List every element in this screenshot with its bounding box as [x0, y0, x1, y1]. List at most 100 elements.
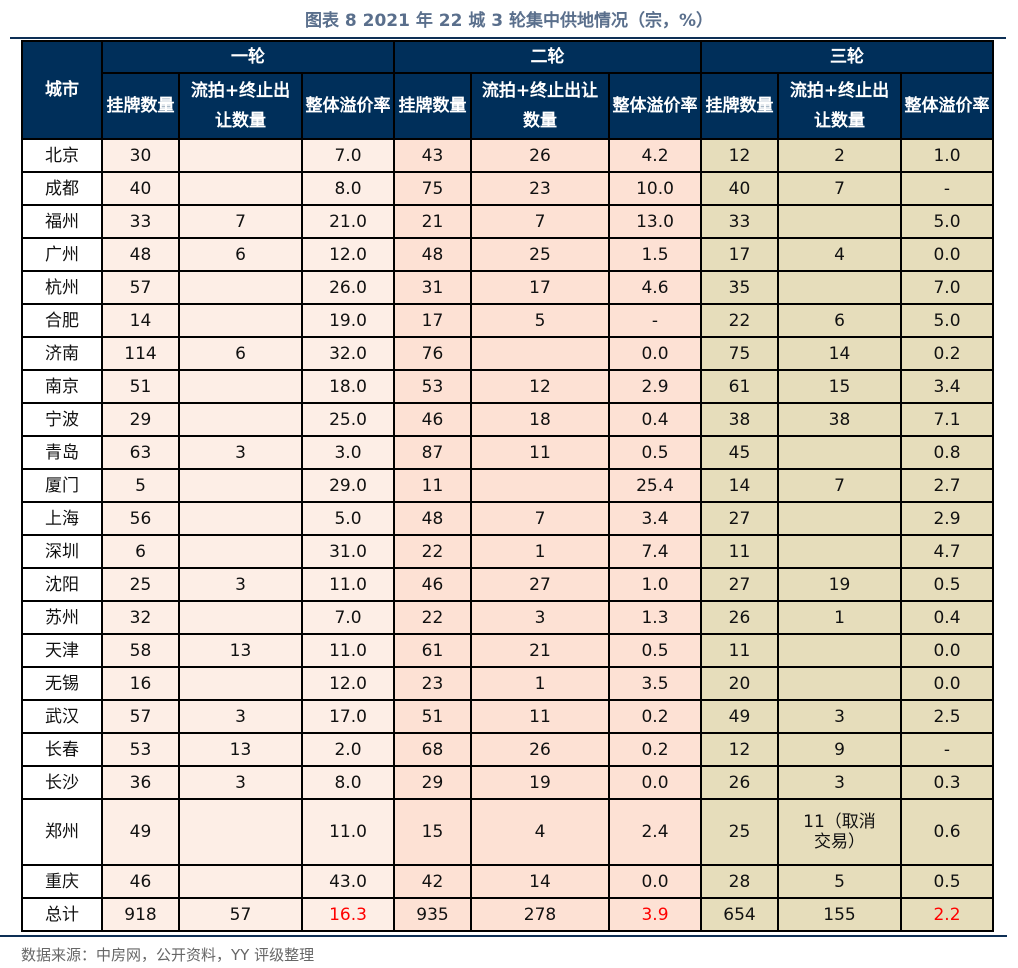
value-cell: 11.0 — [301, 798, 395, 866]
value-cell: 1.5 — [608, 237, 702, 272]
value-cell: 7 — [777, 468, 902, 503]
header-sub-3-1: 流拍+终止出让数量 — [777, 72, 902, 140]
value-cell: 3.4 — [608, 501, 702, 536]
value-cell: 27 — [470, 567, 610, 602]
value-cell: 46 — [101, 864, 180, 899]
value-cell: 23 — [470, 171, 610, 206]
value-cell: 13 — [178, 633, 303, 668]
value-cell: 14 — [777, 336, 902, 371]
value-cell — [178, 666, 303, 701]
value-cell: 26 — [470, 138, 610, 173]
value-cell: 36 — [101, 765, 180, 800]
value-cell: 75 — [700, 336, 779, 371]
table-row: 沈阳 25 3 11.0 46 27 1.0 27 19 0.5 — [21, 567, 994, 602]
value-cell: 12.0 — [301, 666, 395, 701]
value-cell: 14 — [470, 864, 610, 899]
value-cell: 61 — [700, 369, 779, 404]
table-row: 长沙 36 3 8.0 29 19 0.0 26 3 0.3 — [21, 765, 994, 800]
value-cell: 51 — [393, 699, 472, 734]
value-cell: 22 — [393, 600, 472, 635]
value-cell: 2.4 — [608, 798, 702, 866]
city-cell: 无锡 — [21, 666, 103, 701]
value-cell: 29.0 — [301, 468, 395, 503]
value-cell: 22 — [700, 303, 779, 338]
table-row: 天津 58 13 11.0 61 21 0.5 11 0.0 — [21, 633, 994, 668]
value-cell: 3 — [470, 600, 610, 635]
table-row: 宁波 29 25.0 46 18 0.4 38 38 7.1 — [21, 402, 994, 437]
value-cell: 56 — [101, 501, 180, 536]
header-sub-2-1: 流拍+终止出让数量 — [470, 72, 610, 140]
table-row: 厦门 5 29.0 11 25.4 14 7 2.7 — [21, 468, 994, 503]
value-cell: 0.4 — [608, 402, 702, 437]
table-row: 深圳 6 31.0 22 1 7.4 11 4.7 — [21, 534, 994, 569]
value-cell: 0.5 — [608, 435, 702, 470]
value-cell: 25.0 — [301, 402, 395, 437]
header-round-1: 一轮 — [101, 40, 395, 74]
value-cell: 53 — [101, 732, 180, 767]
value-cell — [777, 501, 902, 536]
value-cell: 17 — [470, 270, 610, 305]
value-cell: 3 — [777, 699, 902, 734]
table-row: 苏州 32 7.0 22 3 1.3 26 1 0.4 — [21, 600, 994, 635]
table-row: 杭州 57 26.0 31 17 4.6 35 7.0 — [21, 270, 994, 305]
value-cell: 32 — [101, 600, 180, 635]
value-cell: 0.0 — [900, 666, 994, 701]
value-cell: 26.0 — [301, 270, 395, 305]
value-cell: 31 — [393, 270, 472, 305]
value-cell: 68 — [393, 732, 472, 767]
land-supply-table: 城市 一轮 二轮 三轮 挂牌数量 流拍+终止出让数量 整体溢价率 挂牌数量 流拍+终止出… — [21, 40, 994, 932]
value-cell: 57 — [101, 699, 180, 734]
value-cell: - — [900, 171, 994, 206]
table-row: 广州 48 6 12.0 48 25 1.5 17 4 0.0 — [21, 237, 994, 272]
value-cell: 16.3 — [301, 897, 395, 932]
value-cell: 15 — [393, 798, 472, 866]
value-cell: - — [608, 303, 702, 338]
value-cell: 4.7 — [900, 534, 994, 569]
value-cell: 18 — [470, 402, 610, 437]
value-cell: 1.3 — [608, 600, 702, 635]
city-cell: 苏州 — [21, 600, 103, 635]
value-cell: 11 — [393, 468, 472, 503]
value-cell: 6 — [178, 237, 303, 272]
city-cell: 成都 — [21, 171, 103, 206]
value-cell: 0.8 — [900, 435, 994, 470]
city-cell: 郑州 — [21, 798, 103, 866]
value-cell: 1 — [470, 666, 610, 701]
value-cell — [178, 270, 303, 305]
value-cell: 17.0 — [301, 699, 395, 734]
value-cell: 7 — [178, 204, 303, 239]
value-cell: 57 — [101, 270, 180, 305]
value-cell: 48 — [393, 501, 472, 536]
value-cell: 46 — [393, 402, 472, 437]
value-cell: 0.6 — [900, 798, 994, 866]
value-cell — [178, 864, 303, 899]
value-cell: 18.0 — [301, 369, 395, 404]
value-cell: 2 — [777, 138, 902, 173]
table-row: 郑州 49 11.0 15 4 2.4 25 11（取消交易） 0.6 — [21, 798, 994, 866]
value-cell: 7.0 — [301, 138, 395, 173]
value-cell: 11 — [700, 534, 779, 569]
value-cell: 4.2 — [608, 138, 702, 173]
value-cell: - — [900, 732, 994, 767]
header-round-3: 三轮 — [700, 40, 994, 74]
value-cell — [178, 798, 303, 866]
city-cell: 上海 — [21, 501, 103, 536]
value-cell: 45 — [700, 435, 779, 470]
value-cell — [777, 534, 902, 569]
value-cell: 21 — [470, 633, 610, 668]
value-cell: 3 — [178, 699, 303, 734]
value-cell: 0.2 — [900, 336, 994, 371]
value-cell: 57 — [178, 897, 303, 932]
value-cell — [777, 666, 902, 701]
value-cell: 19.0 — [301, 303, 395, 338]
value-cell: 1 — [470, 534, 610, 569]
value-cell: 5 — [470, 303, 610, 338]
value-cell: 40 — [700, 171, 779, 206]
value-cell: 26 — [700, 765, 779, 800]
value-cell: 7.1 — [900, 402, 994, 437]
value-cell: 25 — [101, 567, 180, 602]
value-cell: 11 — [700, 633, 779, 668]
value-cell: 0.0 — [900, 633, 994, 668]
value-cell: 0.3 — [900, 765, 994, 800]
value-cell: 6 — [777, 303, 902, 338]
